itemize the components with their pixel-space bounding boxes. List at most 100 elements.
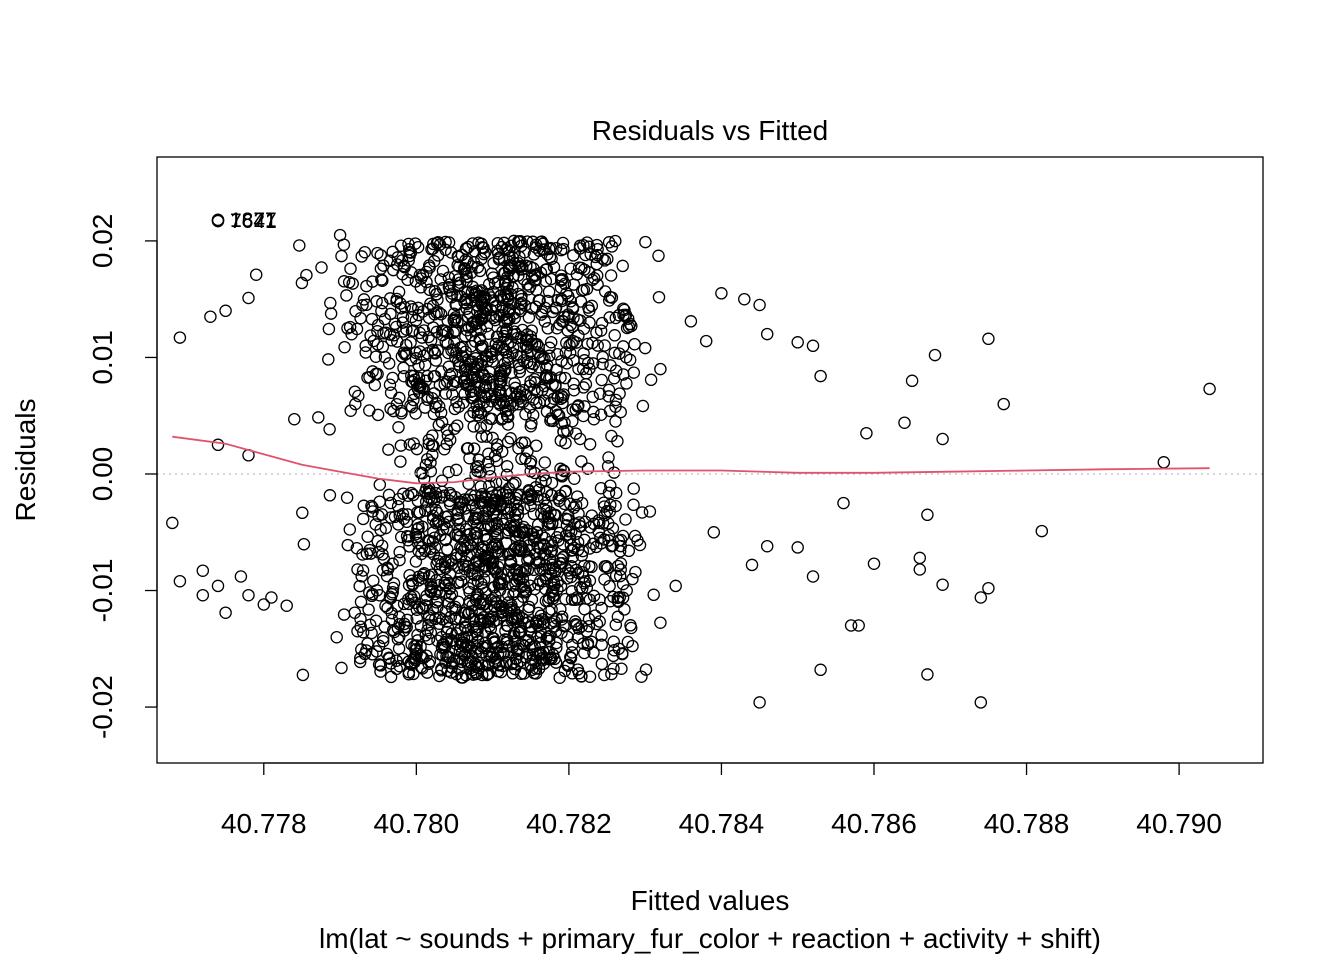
data-point [440,625,454,639]
data-point [397,361,410,375]
data-point [613,569,627,583]
data-point [422,609,436,622]
data-point [437,641,451,654]
data-point [166,516,179,530]
data-point [604,498,617,512]
data-point [242,588,255,602]
data-point [471,568,484,581]
data-point [385,334,398,347]
data-point [573,242,587,255]
data-point [860,426,873,440]
data-point [738,292,751,306]
data-point [551,293,564,307]
data-point [411,628,424,642]
y-tick-label: 0.01 [87,330,118,385]
data-point [376,634,390,648]
data-point [412,359,425,372]
data-point [382,488,396,502]
data-point [631,534,644,547]
data-point [402,578,416,592]
data-point [394,239,408,252]
data-point [525,271,539,284]
data-point [485,412,499,426]
data-point [452,561,465,574]
data-point [386,581,400,595]
data-point [435,558,448,572]
data-point [936,432,949,446]
data-point [536,574,550,588]
smooth-trend-line [172,435,1210,485]
data-point [581,337,594,351]
data-point [312,411,325,424]
data-point [467,638,480,652]
data-point [623,353,637,367]
data-point [461,285,475,299]
data-point [621,635,635,649]
data-point [518,617,532,630]
data-point [384,657,398,670]
data-point [512,358,526,372]
data-point [529,300,543,314]
data-point [528,274,541,287]
data-point [460,323,474,337]
data-point [360,547,374,560]
data-point [527,666,541,680]
data-point [535,529,549,542]
data-point [382,357,396,370]
data-point [518,565,532,578]
data-point [384,670,398,684]
data-point [411,523,424,536]
data-point [572,261,586,274]
data-point [546,585,560,598]
points-layer [166,213,1216,709]
data-point [441,664,454,678]
data-point [403,438,417,451]
data-point [501,588,515,602]
data-point [410,642,423,656]
data-point [530,338,544,351]
data-point [483,345,497,359]
data-point [397,624,411,637]
data-point [1203,382,1216,396]
data-point [566,414,579,428]
data-point [483,612,497,626]
x-tick-label: 40.778 [221,808,307,839]
data-point [586,390,599,404]
data-point [534,563,547,576]
data-point [561,424,574,438]
data-point [518,245,531,259]
data-point [537,538,551,551]
data-point [211,579,225,593]
data-point [495,445,509,458]
data-point [394,455,407,468]
data-point [519,651,533,664]
data-point [540,405,554,418]
data-point [571,313,584,326]
data-point [494,394,508,407]
data-point [465,339,478,353]
data-point [563,531,577,545]
data-point [526,641,539,654]
data-point [570,563,583,577]
data-point [522,484,536,497]
data-point [516,395,530,409]
data-point [639,663,653,676]
data-point [982,581,995,595]
data-point [396,316,410,329]
data-point [508,635,522,648]
data-point [515,580,528,594]
data-point [522,600,536,614]
data-point [381,563,395,576]
x-tick-label: 40.786 [831,808,917,839]
data-point [572,507,585,520]
data-point [586,336,599,350]
data-point [619,513,632,526]
data-point [604,269,618,282]
data-point [454,501,468,515]
data-point [413,345,427,358]
data-point [561,564,575,577]
data-point [624,619,637,632]
data-point [470,660,483,674]
data-point [340,289,353,302]
